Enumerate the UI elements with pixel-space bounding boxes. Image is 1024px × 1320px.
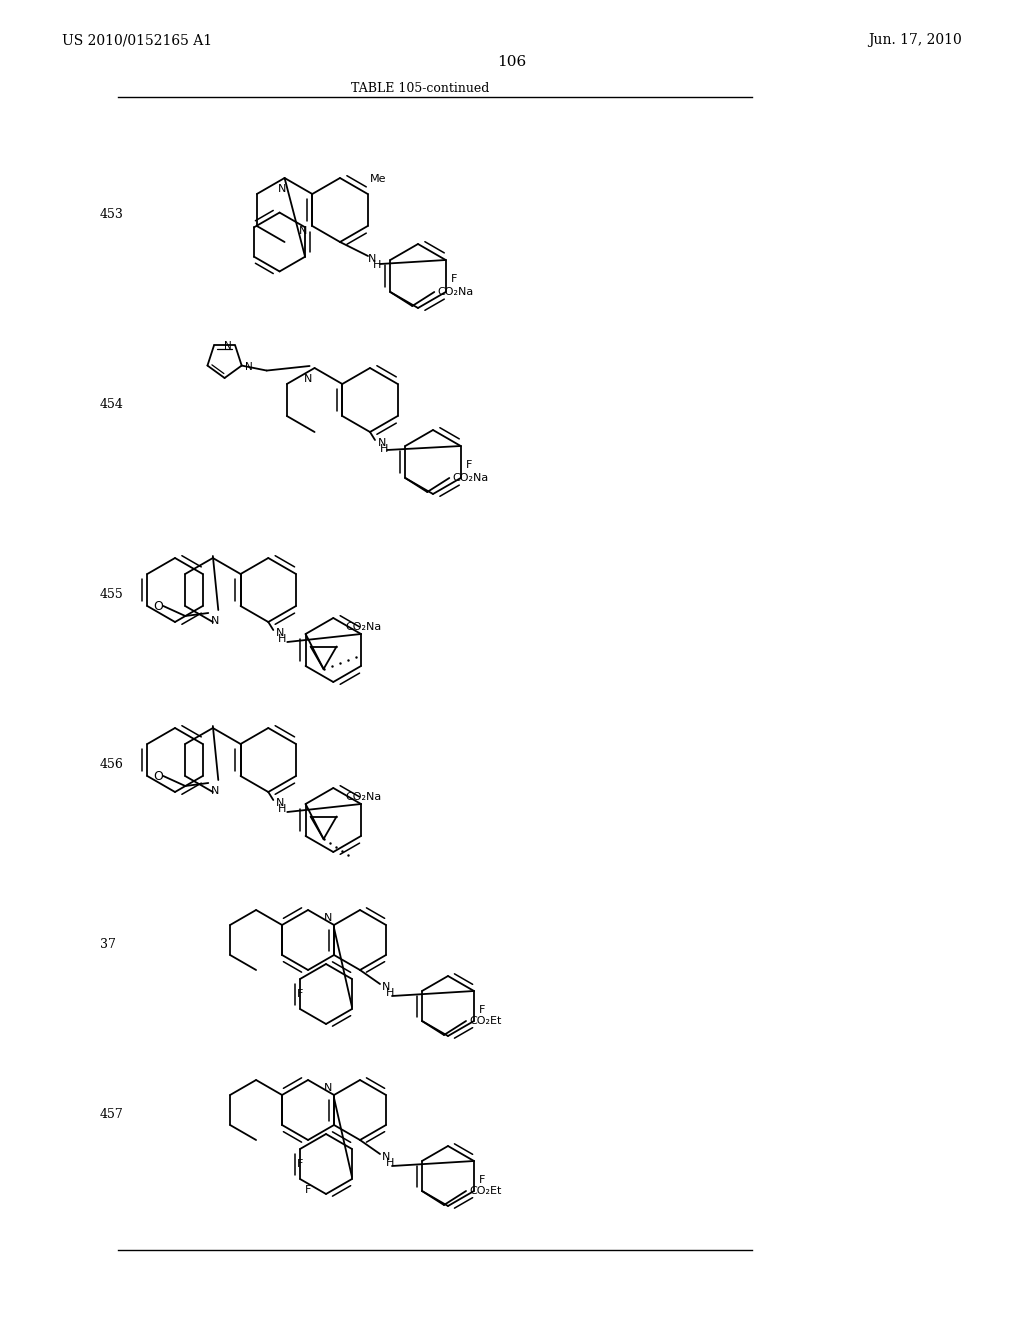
Text: N: N bbox=[211, 616, 219, 626]
Text: H: H bbox=[279, 804, 287, 814]
Text: F: F bbox=[479, 1005, 485, 1015]
Text: TABLE 105-continued: TABLE 105-continued bbox=[351, 82, 489, 95]
Text: 455: 455 bbox=[100, 589, 124, 602]
Text: H: H bbox=[386, 987, 394, 998]
Text: H: H bbox=[373, 260, 381, 271]
Text: CO₂Na: CO₂Na bbox=[437, 286, 473, 297]
Text: CO₂Na: CO₂Na bbox=[453, 473, 488, 483]
Text: N: N bbox=[224, 342, 232, 351]
Text: N: N bbox=[211, 785, 219, 796]
Text: N: N bbox=[245, 362, 253, 371]
Text: H: H bbox=[386, 1158, 394, 1168]
Text: O: O bbox=[154, 599, 163, 612]
Text: F: F bbox=[466, 459, 472, 470]
Text: N: N bbox=[304, 374, 312, 384]
Text: CO₂Na: CO₂Na bbox=[345, 792, 382, 801]
Text: 454: 454 bbox=[100, 399, 124, 412]
Text: Jun. 17, 2010: Jun. 17, 2010 bbox=[868, 33, 962, 48]
Text: US 2010/0152165 A1: US 2010/0152165 A1 bbox=[62, 33, 212, 48]
Text: N: N bbox=[324, 913, 332, 923]
Text: N: N bbox=[276, 628, 285, 638]
Text: CO₂Na: CO₂Na bbox=[345, 622, 382, 631]
Text: 37: 37 bbox=[100, 939, 116, 952]
Text: F: F bbox=[297, 989, 303, 999]
Text: Me: Me bbox=[370, 174, 386, 183]
Text: N: N bbox=[299, 226, 307, 236]
Text: N: N bbox=[368, 253, 377, 264]
Text: O: O bbox=[154, 770, 163, 783]
Text: F: F bbox=[305, 1185, 311, 1195]
Text: N: N bbox=[324, 1082, 332, 1093]
Text: CO₂Et: CO₂Et bbox=[469, 1185, 502, 1196]
Text: F: F bbox=[451, 275, 457, 284]
Text: N: N bbox=[276, 799, 285, 808]
Text: N: N bbox=[382, 982, 390, 993]
Text: F: F bbox=[297, 1159, 303, 1170]
Text: 457: 457 bbox=[100, 1109, 124, 1122]
Text: 106: 106 bbox=[498, 55, 526, 69]
Text: N: N bbox=[382, 1152, 390, 1162]
Text: 453: 453 bbox=[100, 209, 124, 222]
Text: H: H bbox=[380, 444, 388, 454]
Text: 456: 456 bbox=[100, 759, 124, 771]
Text: CO₂Et: CO₂Et bbox=[469, 1016, 502, 1026]
Text: N: N bbox=[378, 438, 386, 447]
Text: N: N bbox=[278, 183, 286, 194]
Text: H: H bbox=[279, 634, 287, 644]
Text: F: F bbox=[479, 1175, 485, 1185]
